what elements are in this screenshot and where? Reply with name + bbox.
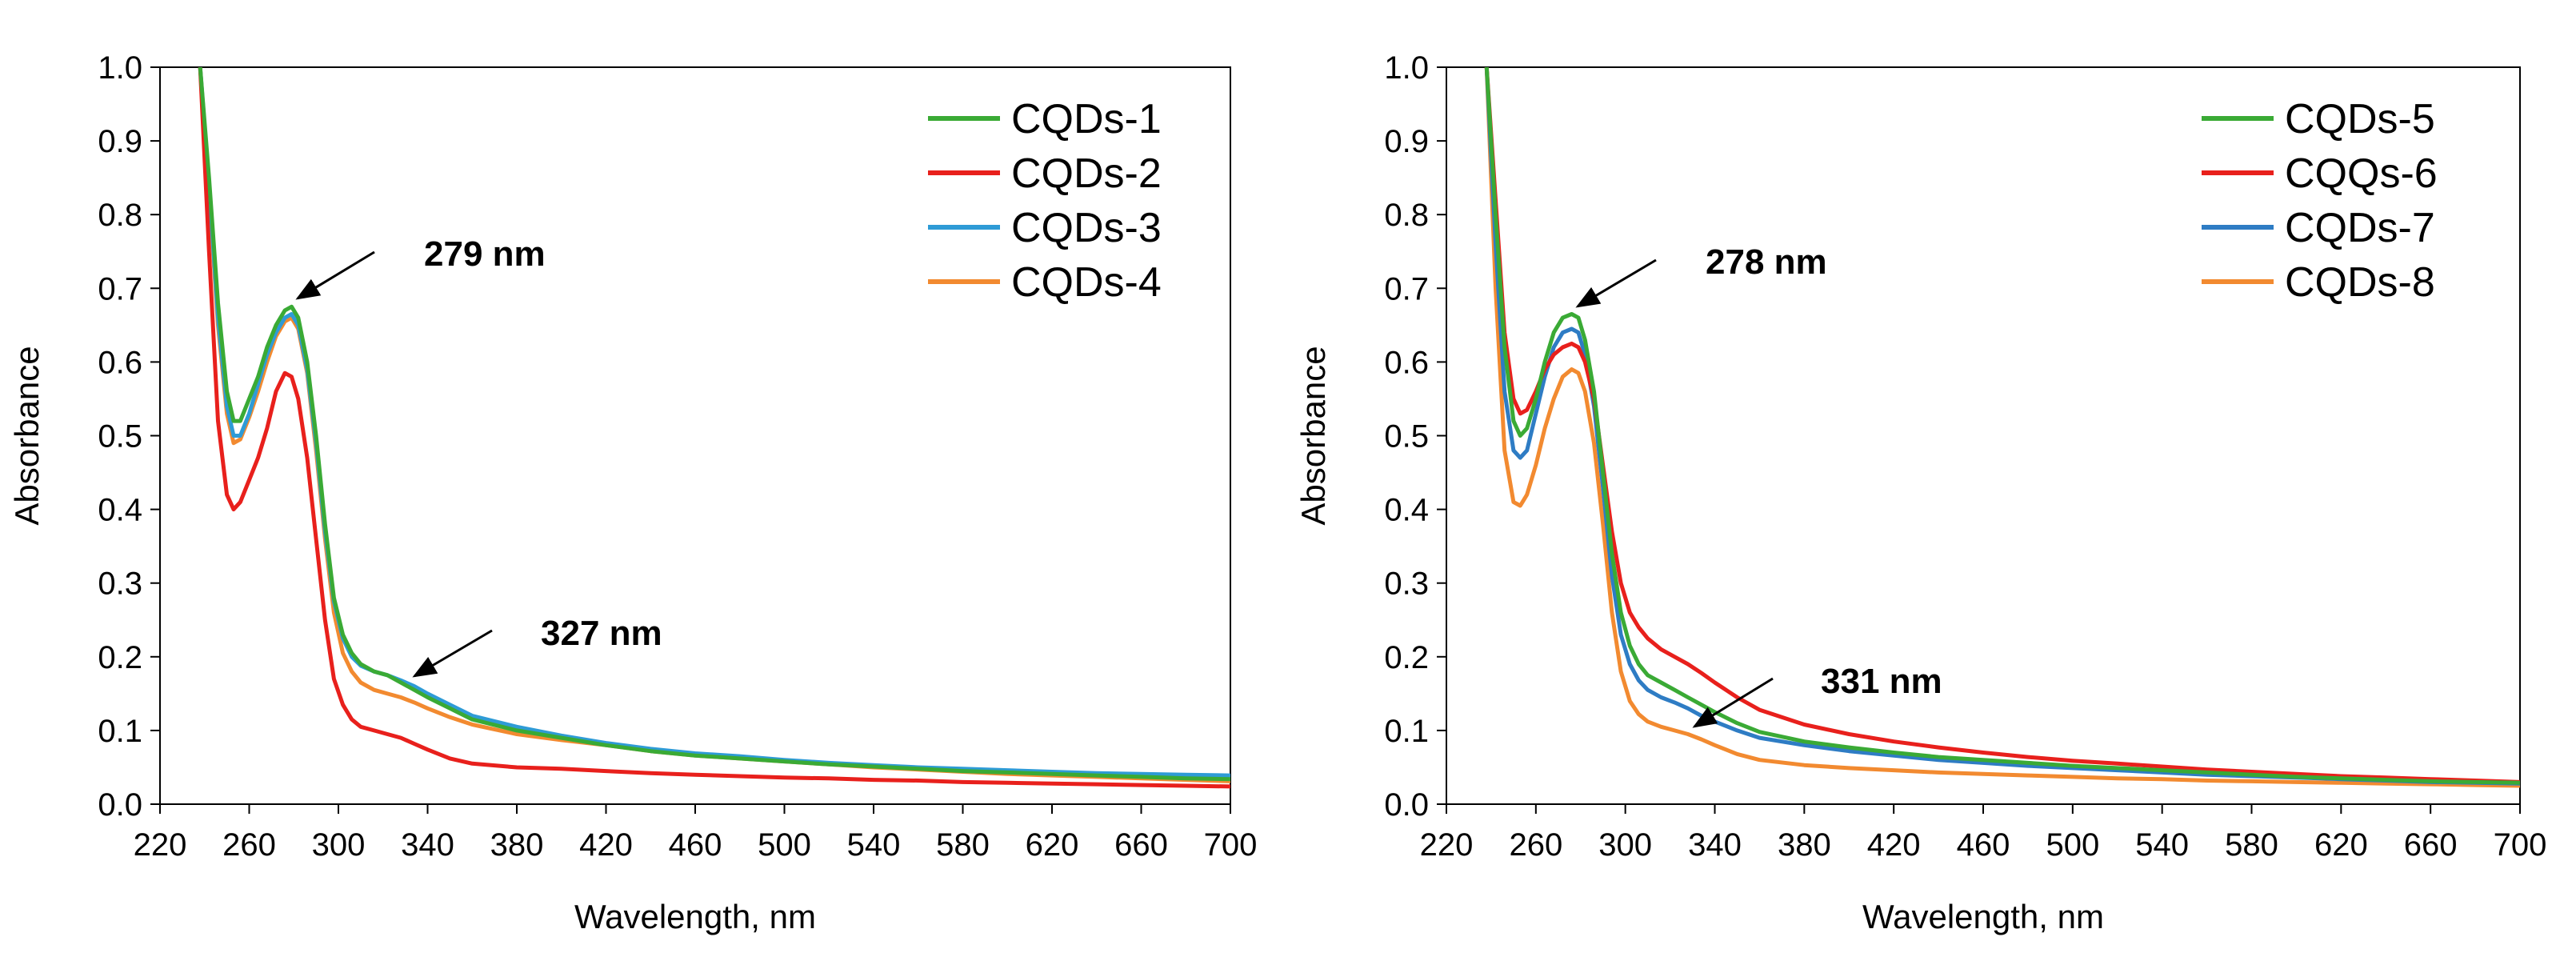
annotation-label: 279 nm (424, 234, 546, 274)
x-tick-label: 620 (2314, 827, 2368, 863)
x-tick-label: 460 (669, 827, 722, 863)
y-tick-label: 0.2 (98, 640, 142, 675)
x-tick-label: 380 (490, 827, 544, 863)
x-tick-label: 340 (401, 827, 454, 863)
x-tick-label: 660 (1114, 827, 1168, 863)
y-tick-label: 0.7 (1384, 271, 1429, 306)
y-tick-label: 0.7 (98, 271, 142, 306)
legend-label: CQDs-2 (1011, 150, 1162, 197)
y-tick-label: 0.4 (1384, 493, 1429, 528)
y-tick-label: 0.5 (1384, 419, 1429, 454)
chart-panel-2: 0.0 0.1 0.2 0.3 0.4 0.5 0.6 0.7 0.8 0.9 1.0 220 260 3… (1294, 50, 2546, 935)
x-tick-label: 540 (2135, 827, 2189, 863)
series-line-CQQs-6 (1484, 67, 2520, 784)
y-tick-label: 0.6 (98, 345, 142, 380)
y-tick-label: 0.1 (98, 714, 142, 749)
y-tick-label: 1.0 (1384, 50, 1429, 86)
y-axis-title: Absorbance (1294, 346, 1332, 525)
x-tick-label: 580 (936, 827, 990, 863)
x-tick-label: 260 (1509, 827, 1562, 863)
chart-panel-1: 0.0 0.1 0.2 0.3 0.4 0.5 0.6 0.7 0.8 0.9 1.0 220 260 3… (8, 50, 1257, 935)
x-tick-label: 660 (2404, 827, 2458, 863)
x-tick-label: 220 (134, 827, 187, 863)
legend-label: CQDs-1 (1011, 96, 1162, 142)
x-axis-title: Wavelength, nm (574, 898, 816, 935)
legend-label: CQDs-7 (2285, 205, 2435, 251)
annotation-arrow (412, 629, 493, 678)
x-tick-label: 300 (312, 827, 366, 863)
y-tick-label: 0.9 (1384, 124, 1429, 159)
legend-label: CQDs-5 (2285, 96, 2435, 142)
x-tick-label: 260 (222, 827, 276, 863)
series-line-CQDs-2 (198, 67, 1230, 789)
annotation-arrow (295, 250, 375, 300)
y-tick-label: 0.0 (1384, 787, 1429, 823)
y-tick-label: 0.9 (98, 124, 142, 159)
y-axis-title: Absorbance (8, 346, 46, 525)
series-line-CQDs-7 (1484, 67, 2520, 786)
y-tick-label: 0.8 (98, 198, 142, 233)
x-tick-label: 300 (1598, 827, 1652, 863)
series-line-CQDs-5 (1484, 67, 2520, 785)
annotation-arrow (1692, 677, 1774, 728)
annotation-label: 278 nm (1706, 242, 1827, 282)
x-tick-label: 500 (758, 827, 811, 863)
y-tick-label: 0.3 (1384, 567, 1429, 602)
x-tick-label: 580 (2225, 827, 2278, 863)
y-tick-label: 0.5 (98, 419, 142, 454)
x-tick-label: 540 (847, 827, 901, 863)
y-tick-label: 0.2 (1384, 640, 1429, 675)
x-tick-label: 420 (579, 827, 633, 863)
series-line-CQDs-8 (1484, 67, 2520, 788)
x-tick-label: 500 (2046, 827, 2099, 863)
y-tick-label: 1.0 (98, 50, 142, 86)
series-line-CQDs-1 (198, 67, 1230, 782)
legend-label: CQDs-4 (1011, 259, 1162, 306)
legend-label: CQQs-6 (2285, 150, 2438, 197)
x-tick-label: 460 (1957, 827, 2010, 863)
x-tick-label: 700 (1204, 827, 1258, 863)
y-tick-label: 0.6 (1384, 345, 1429, 380)
y-tick-label: 0.0 (98, 787, 142, 823)
x-tick-label: 620 (1026, 827, 1079, 863)
annotation-label: 331 nm (1821, 662, 1942, 701)
annotation-arrow (1575, 258, 1657, 308)
x-tick-label: 420 (1867, 827, 1921, 863)
y-tick-label: 0.8 (1384, 198, 1429, 233)
legend-label: CQDs-3 (1011, 205, 1162, 251)
legend-label: CQDs-8 (2285, 259, 2435, 306)
x-tick-label: 220 (1420, 827, 1474, 863)
y-tick-label: 0.4 (98, 493, 142, 528)
x-tick-label: 380 (1778, 827, 1831, 863)
y-tick-label: 0.1 (1384, 714, 1429, 749)
x-tick-label: 700 (2494, 827, 2547, 863)
annotation-label: 327 nm (541, 614, 662, 653)
y-tick-label: 0.3 (98, 567, 142, 602)
x-tick-label: 340 (1688, 827, 1742, 863)
x-axis-title: Wavelength, nm (1862, 898, 2104, 935)
